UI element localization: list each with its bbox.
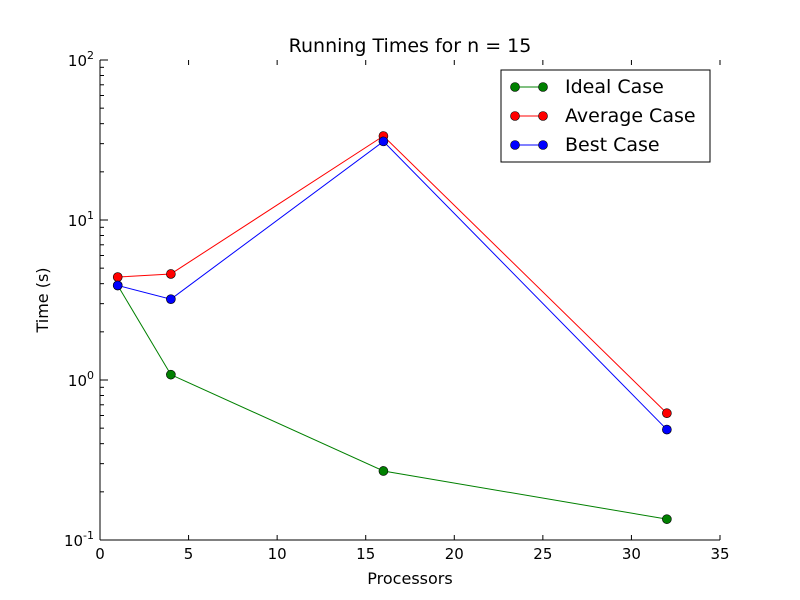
y-tick-base: 10 — [64, 532, 83, 550]
y-tick-base: 10 — [68, 372, 87, 390]
x-ticks: 0 5 10 15 20 25 30 35 — [95, 60, 730, 563]
y-tick-exponent: 0 — [87, 369, 94, 382]
x-tick-label: 35 — [710, 545, 729, 563]
y-tick-label: 101 — [68, 209, 94, 230]
y-tick-base: 10 — [68, 52, 87, 70]
y-tick-label: 100 — [68, 369, 94, 390]
legend-marker — [510, 140, 520, 150]
series-2-point — [662, 424, 672, 435]
series-line-0 — [117, 285, 667, 520]
legend: Ideal Case Average Case Best Case — [500, 69, 711, 163]
x-tick-label: 15 — [356, 545, 375, 563]
legend-label: Average Case — [565, 105, 696, 127]
series-layer — [112, 131, 672, 524]
series-1-point — [166, 269, 176, 279]
legend-marker — [510, 82, 520, 92]
y-tick-label: 10-1 — [64, 529, 94, 550]
series-2-point — [112, 280, 123, 291]
series-2-point — [166, 294, 176, 304]
x-tick-label: 10 — [268, 545, 287, 563]
series-line-1 — [117, 135, 668, 414]
legend-marker — [538, 82, 548, 92]
series-1-point — [662, 408, 672, 419]
y-axis-label: Time (s) — [33, 267, 52, 333]
series-1-point — [112, 272, 123, 282]
y-tick-label: 102 — [68, 49, 94, 70]
y-tick-base: 10 — [68, 212, 87, 230]
series-line-2 — [117, 140, 668, 430]
legend-marker — [538, 111, 548, 121]
series-0-point — [166, 369, 176, 380]
x-tick-label: 25 — [533, 545, 552, 563]
x-tick-label: 30 — [622, 545, 641, 563]
y-tick-exponent: -1 — [83, 529, 94, 542]
series-0-point — [378, 466, 389, 476]
x-tick-label: 20 — [445, 545, 464, 563]
x-tick-label: 0 — [95, 545, 105, 563]
legend-label: Ideal Case — [565, 76, 664, 98]
chart-title: Running Times for n = 15 — [289, 35, 532, 57]
y-tick-exponent: 1 — [87, 209, 94, 222]
y-tick-exponent: 2 — [87, 49, 94, 62]
legend-label: Best Case — [565, 134, 660, 156]
legend-marker — [510, 111, 520, 121]
legend-marker — [538, 140, 548, 150]
series-0-point — [662, 514, 672, 524]
x-axis-label: Processors — [367, 569, 452, 588]
x-tick-label: 5 — [184, 545, 194, 563]
series-2-point — [378, 136, 389, 147]
